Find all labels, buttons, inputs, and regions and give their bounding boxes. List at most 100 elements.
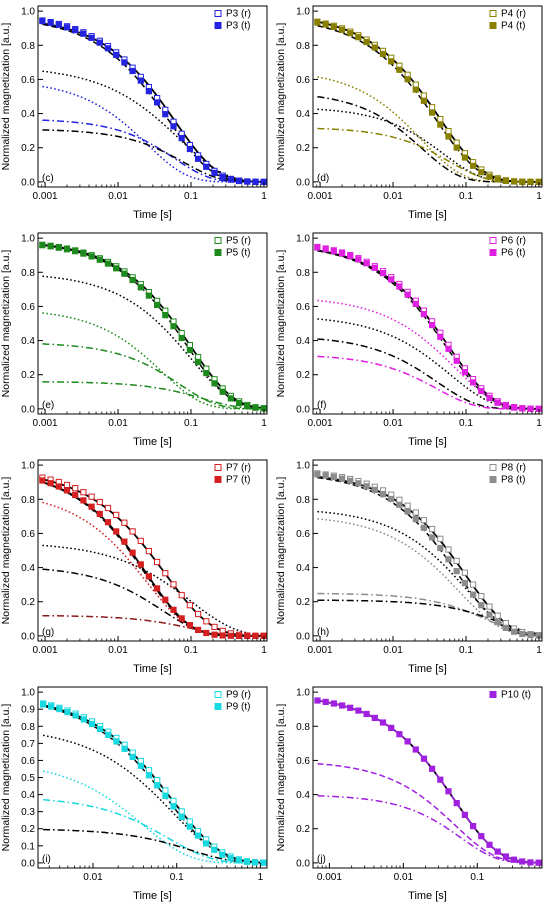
x-axis-label: Time [s]: [133, 436, 172, 448]
data-point: [244, 178, 251, 185]
y-tick-label: 0.6: [296, 75, 310, 86]
data-point: [219, 174, 226, 181]
data-point: [330, 247, 337, 255]
data-point: [429, 765, 436, 772]
data-point: [170, 581, 177, 588]
y-tick-label: 0.4: [296, 109, 310, 120]
data-point: [170, 323, 177, 330]
data-point: [129, 753, 136, 761]
x-tick-label: 0.01: [383, 418, 403, 429]
y-tick-label: 0.8: [21, 268, 35, 279]
x-tick-label: 0.001: [33, 645, 58, 656]
data-point: [478, 833, 485, 840]
fit-curve-dashdot: [317, 795, 539, 864]
data-point: [527, 178, 534, 186]
data-point: [178, 334, 185, 342]
y-tick-label: 1.0: [296, 234, 310, 245]
data-point: [486, 173, 493, 180]
data-point: [322, 21, 329, 28]
data-point: [162, 570, 169, 577]
data-point: [104, 260, 112, 267]
y-tick-label: 0.2: [21, 143, 35, 154]
data-point: [80, 250, 87, 257]
data-point: [195, 626, 202, 634]
x-tick-label: 0.1: [184, 645, 198, 656]
data-point: [121, 538, 128, 545]
data-point: [203, 840, 210, 847]
fit-curve-dot: [42, 70, 264, 183]
x-tick-label: 0.1: [184, 191, 198, 202]
y-tick-label: 0.7: [21, 739, 35, 750]
legend-marker: [489, 691, 497, 698]
fit-curve-solid: [317, 475, 539, 637]
fit-curve-dash: [42, 705, 264, 864]
data-point: [211, 631, 218, 638]
data-point: [244, 403, 251, 410]
x-tick-label: 0.001: [308, 645, 333, 656]
fit-curve-solid: [42, 704, 264, 864]
data-point: [420, 311, 428, 318]
data-point: [314, 244, 321, 251]
y-tick-label: 1.0: [21, 7, 35, 18]
data-point: [371, 486, 378, 493]
data-point: [379, 270, 387, 277]
panel-label: (g): [42, 627, 54, 638]
data-point: [64, 709, 71, 716]
data-point: [379, 719, 387, 726]
x-tick-label: 0.001: [308, 418, 333, 429]
data-point: [355, 34, 362, 41]
data-point: [170, 123, 177, 130]
fit-curve-dashdot: [42, 614, 264, 637]
data-point: [453, 357, 460, 364]
data-point: [420, 97, 428, 104]
data-point: [96, 510, 103, 517]
data-point: [519, 630, 526, 638]
y-tick-label: 0.3: [21, 807, 35, 818]
data-point: [322, 472, 329, 479]
y-tick-label: 0.2: [296, 370, 310, 381]
data-point: [470, 162, 477, 169]
legend-marker: [214, 22, 222, 29]
data-point: [527, 405, 534, 412]
data-point: [162, 312, 169, 319]
data-point: [145, 88, 153, 95]
data-point: [396, 283, 403, 290]
data-point: [396, 731, 403, 738]
chart-panel: 0.01 0.1 1 0.0 0.1 0.2 0.3 0.4 0.5 0.6 0.7 0.8 0.9 1.…: [0, 686, 268, 902]
fit-curve-dash: [317, 699, 539, 864]
fit-curve-dot: [317, 108, 539, 183]
data-point: [339, 702, 346, 709]
chart-panel: 0.001 0.01 0.1 1 0.0 0.2 0.4 0.6 0.8 1.0 Time [s] N…: [0, 232, 268, 448]
legend-entry: P5 (r): [226, 236, 251, 247]
data-point: [420, 755, 428, 762]
data-point: [129, 67, 136, 75]
data-point: [511, 178, 518, 185]
data-point: [121, 59, 128, 66]
data-point: [72, 491, 79, 499]
data-point: [412, 746, 419, 753]
data-point: [388, 58, 395, 65]
data-point: [56, 706, 63, 713]
data-point: [330, 473, 337, 481]
y-tick-label: 0.0: [296, 404, 310, 415]
data-point: [429, 109, 436, 116]
data-point: [170, 606, 177, 613]
data-point: [145, 772, 153, 779]
data-point: [195, 155, 202, 162]
data-point: [186, 823, 193, 830]
legend-entry: P10 (t): [501, 690, 531, 701]
y-tick-label: 0.4: [296, 336, 310, 347]
fit-curve-dash: [317, 476, 539, 637]
chart-panel: 0.001 0.01 0.1 1 0.0 0.2 0.4 0.6 0.8 1.0 Time [s] N…: [0, 5, 268, 221]
data-point: [338, 475, 346, 482]
chart-panel: 0.001 0.01 0.1 1 0.0 0.2 0.4 0.6 0.8 1.0 Time [s] N…: [275, 232, 543, 448]
y-tick-label: 0.4: [21, 563, 35, 574]
data-point: [445, 128, 452, 135]
data-point: [170, 803, 177, 810]
data-point: [355, 480, 362, 487]
x-axis-label: Time [s]: [408, 436, 447, 448]
y-tick-label: 1.0: [296, 7, 310, 18]
data-point: [178, 615, 185, 622]
data-point: [203, 163, 210, 170]
x-tick-label: 1: [536, 191, 542, 202]
